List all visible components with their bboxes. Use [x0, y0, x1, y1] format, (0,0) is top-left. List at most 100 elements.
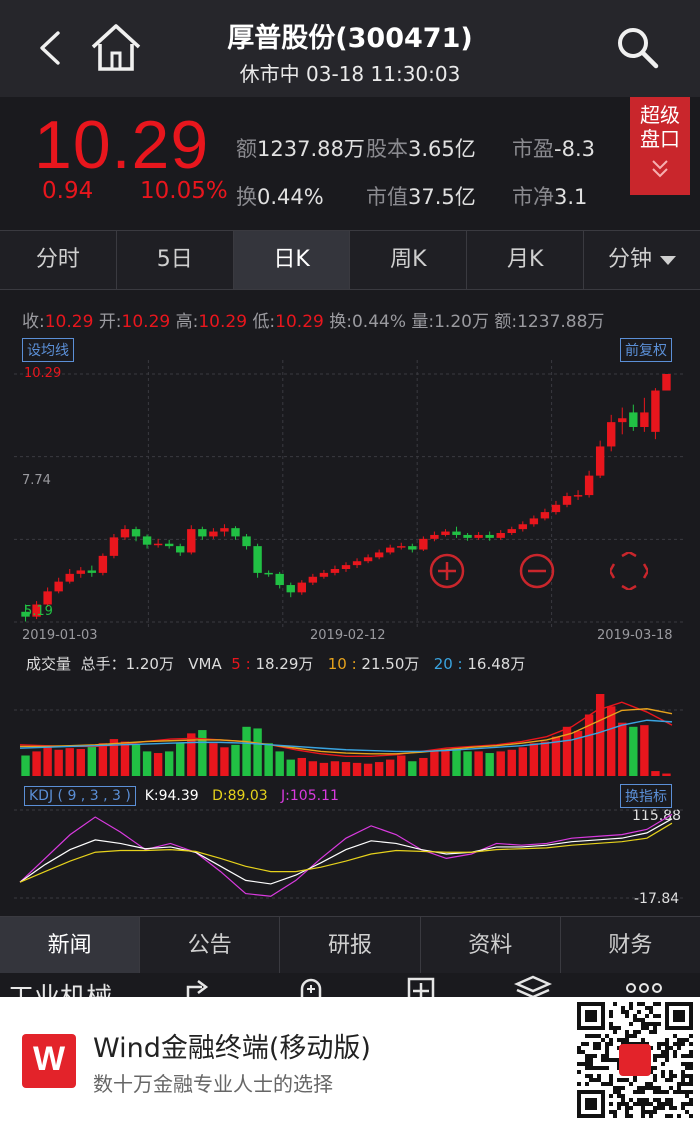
qr-module — [689, 1050, 693, 1054]
qr-module — [681, 1062, 685, 1066]
qr-module — [649, 1006, 653, 1010]
qr-module — [665, 1046, 669, 1050]
qr-module — [641, 1022, 645, 1026]
qr-module — [621, 1098, 625, 1102]
search-icon[interactable] — [614, 24, 660, 70]
qr-module — [625, 1010, 629, 1014]
qr-module — [689, 1090, 693, 1094]
tab-minute[interactable]: 分钟 — [584, 231, 700, 289]
qr-module — [625, 1078, 629, 1082]
qr-module — [629, 1082, 633, 1086]
candlestick-chart[interactable] — [14, 360, 686, 630]
volume-bar — [231, 744, 240, 776]
candle-body — [529, 518, 539, 525]
layers-icon[interactable] — [514, 975, 552, 997]
volume-bar — [662, 773, 671, 776]
industry-label[interactable]: 工业机械 — [8, 977, 112, 997]
volume-bar — [573, 730, 583, 776]
qr-module — [641, 1114, 645, 1118]
tab-5day[interactable]: 5日 — [117, 231, 234, 289]
back-arrow-icon[interactable] — [36, 30, 66, 66]
tab-financials[interactable]: 财务 — [608, 933, 653, 958]
tab-profile[interactable]: 资料 — [421, 917, 561, 974]
bell-icon[interactable] — [296, 977, 326, 997]
tab-daily-k[interactable]: 日K — [233, 231, 351, 289]
volume-bar — [109, 739, 119, 776]
pe-stat: 市盈-8.3 — [512, 137, 595, 161]
tab-weekly-k[interactable]: 周K — [350, 231, 468, 289]
tab-research[interactable]: 研报 — [280, 917, 421, 974]
tab-announcements[interactable]: 公告 — [140, 917, 281, 974]
tab-news[interactable]: 新闻 — [0, 917, 141, 974]
market-status: 休市中 03-18 11:30:03 — [239, 62, 461, 86]
candle-body — [76, 570, 85, 574]
kdj-params-button[interactable]: KDJ ( 9 , 3 , 3 ) — [24, 786, 136, 806]
volume-bar — [198, 730, 207, 776]
set-ma-button[interactable]: 设均线 — [22, 338, 74, 362]
qr-module — [581, 1050, 585, 1054]
qr-module — [657, 1014, 661, 1018]
candle-body — [120, 529, 130, 538]
candle-body — [408, 546, 417, 550]
candle-body — [209, 531, 218, 537]
volume-chart — [14, 694, 686, 776]
qr-module — [589, 1054, 593, 1058]
price-axis-top: 10.29 — [24, 366, 62, 381]
zoom-out-icon[interactable] — [518, 552, 556, 590]
qr-module — [609, 1102, 613, 1106]
qr-module — [641, 1086, 645, 1090]
candle-body — [430, 534, 439, 539]
volume-bar — [120, 741, 130, 776]
candle-body — [109, 537, 119, 556]
qr-module — [641, 1106, 645, 1110]
qr-module — [677, 1046, 681, 1050]
qr-module — [649, 1010, 653, 1014]
qr-module — [597, 1074, 601, 1078]
volume-bar — [363, 763, 373, 776]
more-icon[interactable] — [626, 983, 662, 993]
super-orderbook-button[interactable]: 超级盘口 — [630, 97, 690, 195]
ma5-line — [19, 701, 673, 758]
qr-module — [609, 1038, 613, 1042]
share-icon[interactable] — [184, 979, 214, 997]
wind-logo: W — [22, 1034, 76, 1088]
qr-code-icon — [577, 1002, 693, 1118]
qr-module — [673, 1106, 677, 1110]
qr-module — [625, 1110, 629, 1114]
add-watchlist-icon[interactable] — [406, 977, 436, 997]
fullscreen-icon[interactable] — [610, 552, 648, 590]
tab-monthly-k[interactable]: 月K — [467, 231, 585, 289]
double-chevron-down-icon — [652, 160, 668, 178]
candle-body — [441, 531, 450, 535]
candle-body — [253, 546, 262, 573]
tab-intraday[interactable]: 分时 — [0, 231, 117, 289]
volume-bar — [131, 744, 141, 776]
volume-bar — [430, 751, 439, 776]
volume-bar — [452, 747, 461, 776]
qr-module — [637, 1086, 641, 1090]
candle-body — [540, 512, 550, 519]
qr-module — [653, 1014, 657, 1018]
qr-module — [629, 1106, 633, 1110]
qr-module — [685, 1090, 689, 1094]
qr-module — [585, 1062, 589, 1066]
qr-logo — [619, 1044, 651, 1076]
candle-body — [220, 528, 229, 532]
qr-module — [621, 1078, 625, 1082]
zoom-in-icon[interactable] — [428, 552, 466, 590]
chart-area[interactable] — [14, 290, 686, 910]
qr-module — [637, 1002, 641, 1006]
candle-body — [286, 585, 295, 593]
adjust-button[interactable]: 前复权 — [620, 338, 672, 362]
capital-stat: 股本3.65亿 — [366, 137, 476, 161]
qr-module — [669, 1106, 673, 1110]
qr-module — [677, 1038, 681, 1042]
home-icon[interactable] — [90, 22, 142, 74]
qr-module — [645, 1102, 649, 1106]
candle-body — [595, 446, 605, 476]
switch-indicator-button[interactable]: 换指标 — [620, 784, 672, 808]
date-mid: 2019-02-12 — [310, 628, 386, 643]
qr-module — [589, 1078, 593, 1082]
qr-module — [577, 1082, 581, 1086]
candle-body — [43, 591, 52, 605]
